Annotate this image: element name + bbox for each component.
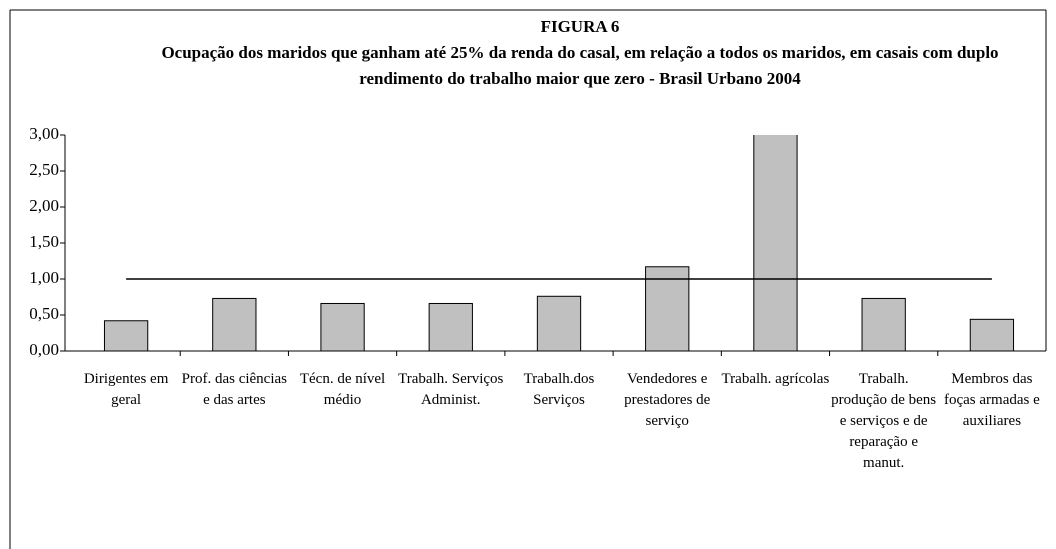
x-tick-label: Trabalh. produção de bens e serviços e d… xyxy=(831,371,937,471)
bar xyxy=(861,297,906,352)
y-tick-label: 2,50 xyxy=(29,160,59,179)
y-tick-label: 1,50 xyxy=(29,232,59,251)
y-tick-label: 0,00 xyxy=(29,340,59,359)
x-tick-label: Técn. de nível médio xyxy=(299,371,386,408)
chart-title: FIGURA 6 xyxy=(540,17,620,36)
bar xyxy=(212,297,257,352)
x-tick-label: Trabalh.dos Serviços xyxy=(523,371,595,408)
bar xyxy=(753,135,798,352)
x-tick-label: Vendedores e prestadores de serviço xyxy=(624,371,711,429)
bar xyxy=(320,302,365,352)
y-tick-label: 1,00 xyxy=(29,268,59,287)
x-tick-label: Trabalh. Serviços Administ. xyxy=(398,371,504,408)
x-tick-label: Membros das foças armadas e auxiliares xyxy=(943,371,1040,429)
bar xyxy=(536,295,582,352)
y-tick-label: 0,50 xyxy=(29,304,59,323)
y-tick-label: 3,00 xyxy=(29,124,59,143)
x-tick-label: Prof. das ciências e das artes xyxy=(181,371,288,408)
bar xyxy=(969,318,1015,352)
bar xyxy=(428,302,473,352)
y-tick-label: 2,00 xyxy=(29,196,59,215)
bar xyxy=(103,320,149,352)
x-tick-label: Trabalh. agrícolas xyxy=(721,371,830,387)
chart-subtitle: Ocupação dos maridos que ganham até 25% … xyxy=(161,43,999,88)
x-tick-label: Dirigentes em geral xyxy=(83,371,169,408)
bar xyxy=(645,266,690,352)
